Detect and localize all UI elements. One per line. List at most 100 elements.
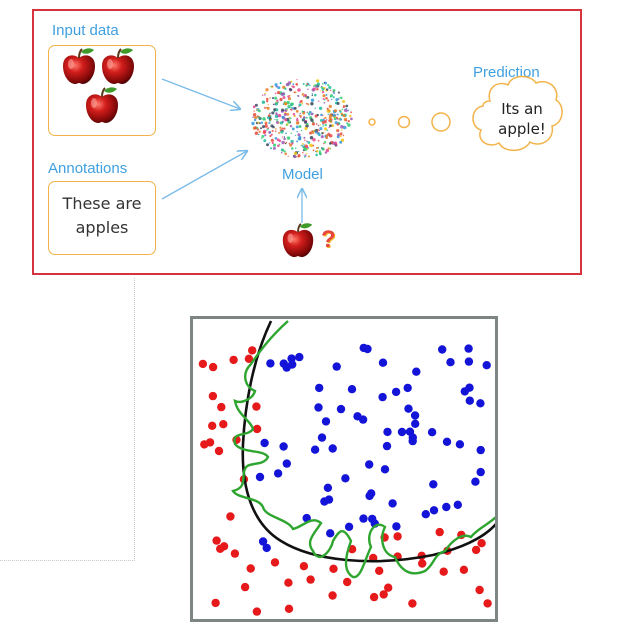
dotted-guide-horizontal (0, 560, 135, 561)
blue-class-point (332, 362, 341, 371)
blue-class-point (328, 444, 337, 453)
blue-class-point (315, 383, 324, 393)
blue-class-point (382, 441, 392, 451)
smooth-decision-boundary (241, 320, 497, 563)
red-class-point (299, 562, 309, 571)
annotation-box: These are apples (48, 181, 156, 255)
red-class-point (435, 527, 444, 537)
red-class-point (328, 591, 337, 600)
blue-class-point (397, 427, 407, 437)
blue-class-point (438, 345, 447, 354)
blue-class-point (368, 514, 377, 524)
blue-class-point (471, 477, 480, 486)
red-class-point (230, 549, 240, 558)
red-class-point (343, 577, 352, 587)
red-class-point (219, 420, 228, 429)
red-class-point (208, 391, 218, 401)
blue-class-point (367, 489, 376, 498)
red-class-point (229, 355, 238, 365)
red-class-point (240, 582, 250, 592)
red-class-point (459, 565, 469, 574)
red-class-point (483, 599, 492, 608)
red-class-point (471, 545, 481, 555)
blue-class-point (310, 445, 320, 454)
red-class-point (252, 607, 262, 616)
red-class-point (200, 440, 209, 449)
blue-class-point (464, 357, 474, 366)
blue-class-point (282, 363, 291, 372)
red-class-point (217, 402, 226, 412)
overfit-decision-boundary (231, 320, 497, 579)
blue-class-point (403, 383, 412, 393)
apple-icon (279, 221, 317, 259)
red-class-point (439, 567, 448, 576)
red-class-point (246, 564, 255, 573)
red-class-point (369, 592, 379, 602)
annotations-label: Annotations (48, 160, 128, 177)
plot-area (198, 320, 497, 616)
blue-class-point (321, 417, 331, 426)
blue-class-point (476, 445, 485, 455)
annotation-line-2: apples (75, 218, 129, 237)
red-class-point (284, 578, 293, 587)
blue-class-point (476, 467, 485, 477)
blue-class-point (405, 427, 415, 436)
blue-class-point (344, 522, 354, 531)
blue-class-point (255, 472, 265, 482)
dotted-guide-vertical (134, 278, 135, 561)
blue-class-point (279, 442, 288, 451)
red-class-point (379, 590, 388, 599)
prediction-text-line-1: Its an (501, 100, 543, 118)
blue-class-point (482, 361, 491, 370)
blue-class-point (359, 514, 368, 523)
red-class-point (408, 599, 417, 608)
red-class-point (284, 604, 294, 613)
red-class-point (252, 424, 262, 434)
blue-class-point (388, 499, 397, 508)
red-class-point (475, 585, 484, 595)
red-class-point (214, 446, 224, 456)
blue-class-point (317, 433, 327, 442)
red-class-point (306, 575, 315, 584)
blue-class-point (429, 480, 438, 489)
blue-class-point (429, 506, 439, 515)
apple-icon (59, 46, 99, 86)
blue-class-point (465, 383, 474, 392)
red-class-point (198, 359, 208, 369)
red-class-point (270, 558, 280, 567)
prediction-text-line-2: apple! (498, 120, 546, 138)
blue-class-point (341, 474, 350, 483)
red-class-point (211, 598, 220, 608)
blue-class-point (323, 483, 333, 492)
apple-icon (82, 85, 122, 125)
blue-class-point (266, 359, 275, 368)
blue-class-point (378, 392, 387, 402)
blue-class-point (326, 529, 335, 538)
red-class-point (418, 559, 427, 568)
red-class-point (375, 566, 384, 575)
blue-class-point (404, 404, 413, 413)
blue-class-point (391, 387, 401, 397)
blue-class-point (455, 440, 465, 449)
blue-class-point (282, 459, 291, 468)
blue-class-point (347, 385, 357, 394)
red-class-point (252, 402, 261, 411)
blue-class-point (411, 419, 420, 428)
blue-class-point (392, 522, 401, 531)
red-class-point (248, 346, 257, 355)
question-mark-icon: ? (321, 226, 336, 253)
annotation-line-1: These are (62, 194, 142, 213)
blue-class-point (262, 543, 271, 553)
blue-class-point (442, 502, 451, 512)
blue-class-point (336, 404, 346, 414)
red-class-point (208, 421, 217, 430)
input-data-label: Input data (52, 22, 119, 39)
blue-class-point (476, 399, 485, 408)
red-class-point (244, 354, 254, 363)
blue-class-point (410, 411, 420, 420)
model-label: Model (282, 166, 323, 183)
blue-class-point (408, 436, 417, 446)
red-class-point (226, 512, 235, 521)
blue-class-point (383, 427, 392, 437)
blue-class-point (465, 396, 474, 405)
